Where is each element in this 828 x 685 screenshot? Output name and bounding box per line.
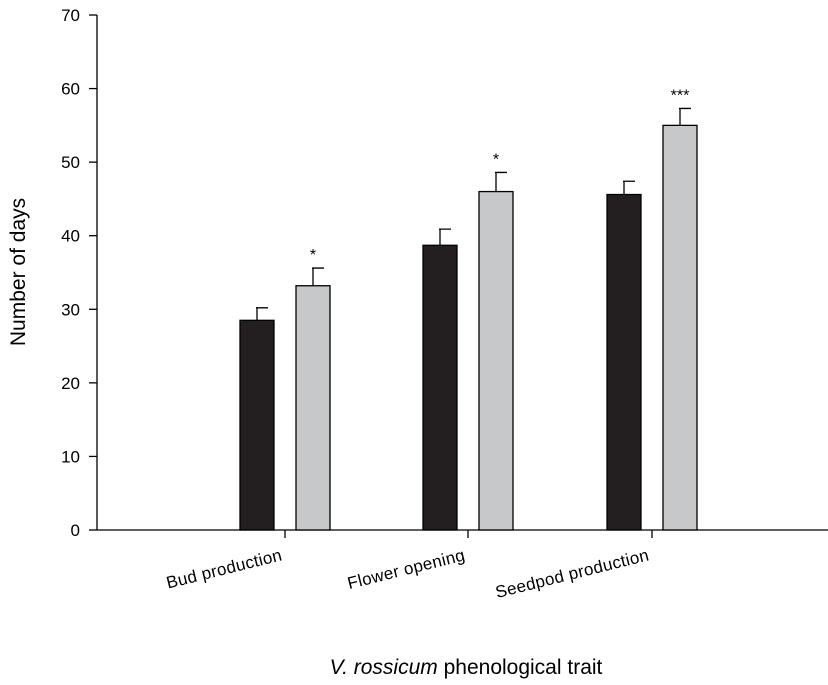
y-tick-label: 0 bbox=[71, 521, 80, 540]
y-tick-label: 40 bbox=[61, 227, 80, 246]
bar-series2-1 bbox=[295, 285, 331, 531]
y-tick-label: 10 bbox=[61, 447, 80, 466]
x-axis-title-rest: phenological trait bbox=[438, 656, 603, 679]
significance-label: * bbox=[493, 151, 499, 168]
significance-label: * bbox=[310, 247, 316, 264]
significance-label: *** bbox=[671, 87, 690, 104]
error-bar-series2-3 bbox=[679, 107, 691, 126]
significance-markers: ***** bbox=[310, 87, 689, 264]
bar-series2-3 bbox=[662, 124, 698, 531]
x-tick-label: Flower opening bbox=[346, 545, 467, 593]
y-tick-label: 50 bbox=[61, 153, 80, 172]
x-axis: Bud production Flower opening Seedpod prod… bbox=[97, 529, 828, 602]
y-tick-label: 20 bbox=[61, 374, 80, 393]
bar-series1-3 bbox=[606, 193, 642, 531]
error-bars bbox=[256, 107, 691, 321]
error-bar-series2-2 bbox=[495, 171, 507, 192]
bars bbox=[239, 124, 698, 531]
bar-series1-1 bbox=[239, 319, 275, 531]
y-tick-label: 30 bbox=[61, 300, 80, 319]
x-axis-title: V. rossicum phenological trait bbox=[330, 656, 603, 679]
error-bar-series1-2 bbox=[439, 228, 451, 246]
bar-series2-2 bbox=[478, 190, 514, 531]
error-bar-series1-1 bbox=[256, 307, 268, 321]
bar-series1-2 bbox=[422, 244, 458, 531]
y-axis: 0 10 20 30 40 50 60 70 bbox=[61, 6, 98, 540]
y-tick-label: 60 bbox=[61, 80, 80, 99]
y-tick-label: 70 bbox=[61, 6, 80, 25]
error-bar-series2-1 bbox=[312, 267, 324, 286]
error-bar-series1-3 bbox=[623, 180, 635, 195]
x-tick-label: Bud production bbox=[164, 545, 284, 592]
x-axis-title-italic: V. rossicum bbox=[330, 656, 438, 679]
x-tick-label: Seedpod production bbox=[493, 545, 650, 602]
y-axis-title: Number of days bbox=[7, 198, 30, 346]
